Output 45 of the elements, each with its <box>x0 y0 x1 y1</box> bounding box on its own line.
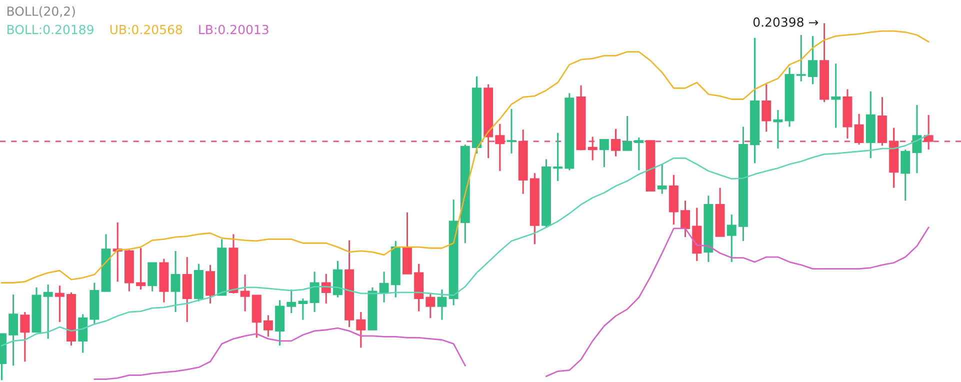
candlestick <box>240 274 250 312</box>
candlestick <box>495 123 505 172</box>
candlestick <box>136 247 146 290</box>
candlestick <box>43 284 53 340</box>
candlestick <box>206 264 215 304</box>
text: BOLL:0.20189 <box>7 24 94 34</box>
candlestick <box>426 292 436 319</box>
candlestick <box>611 128 620 158</box>
candlestick <box>553 132 563 182</box>
candlestick <box>20 311 30 362</box>
candlestick <box>831 62 841 129</box>
candlestick <box>54 284 64 323</box>
candlestick <box>321 273 331 304</box>
candlestick <box>170 250 180 313</box>
text: LB:0.20013 <box>199 24 268 34</box>
candlestick <box>762 83 772 132</box>
candlestick <box>8 294 18 366</box>
candlestick <box>726 214 736 263</box>
annotation: 0.20398 → <box>753 17 818 27</box>
text: UB:0.20568 <box>110 24 182 34</box>
candlestick <box>588 136 598 162</box>
candlestick <box>634 136 644 172</box>
candlestick <box>148 262 158 292</box>
candlestick <box>379 270 389 304</box>
candlestick <box>506 108 516 154</box>
candlestick <box>437 288 447 321</box>
candlestick <box>298 298 308 321</box>
candlestick <box>286 288 296 314</box>
candlestick <box>773 109 783 150</box>
candlestick <box>599 138 609 168</box>
candlestick <box>356 311 366 348</box>
candlestick <box>912 104 922 174</box>
candlestick <box>263 314 273 338</box>
candlestick <box>796 34 806 82</box>
candlestick <box>78 313 88 354</box>
candlestick <box>924 114 934 150</box>
candlestick <box>310 270 320 313</box>
candlestick <box>182 256 192 323</box>
legend-title: BOLL(20,2) <box>7 6 75 18</box>
candlestick <box>808 35 818 86</box>
candlestick <box>622 115 632 152</box>
candlestick <box>680 200 690 238</box>
candlestick <box>657 163 667 195</box>
candlestick <box>900 148 910 202</box>
candlestick <box>854 113 864 146</box>
